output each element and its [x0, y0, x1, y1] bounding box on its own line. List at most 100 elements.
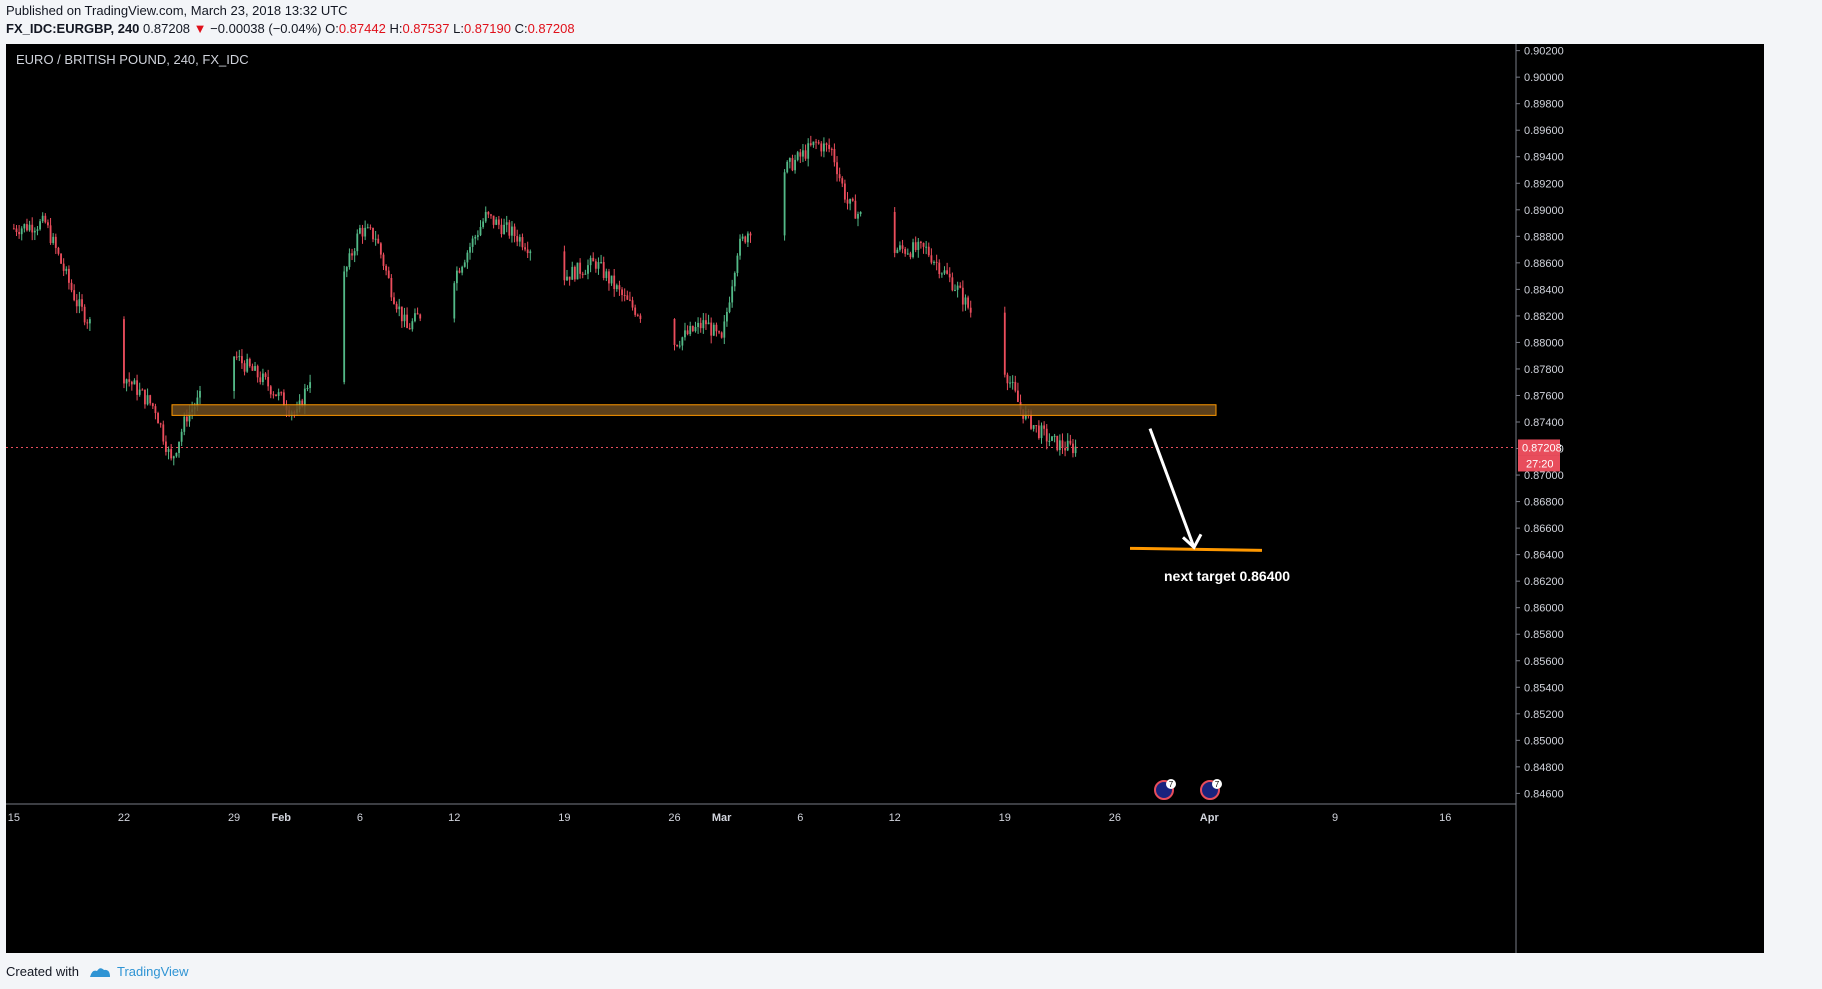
price-tick-label: 0.90200	[1524, 46, 1564, 58]
candle-body	[345, 267, 348, 272]
candle-body	[584, 273, 587, 275]
price-tick-label: 0.89000	[1524, 205, 1564, 217]
candle-body	[57, 247, 60, 254]
candle-body	[280, 392, 283, 394]
tradingview-logo-icon[interactable]	[88, 965, 112, 979]
footer: Created with TradingView	[0, 953, 1822, 989]
open-label: O:	[325, 21, 339, 36]
candle-body	[859, 211, 862, 214]
candle-body	[629, 299, 631, 301]
candle-body	[390, 277, 393, 298]
candle-body	[631, 300, 634, 308]
created-with-label: Created with	[6, 964, 79, 979]
candle-body	[922, 242, 925, 247]
candle-body	[938, 262, 941, 274]
tradingview-brand-link[interactable]: TradingView	[117, 964, 189, 979]
time-axis[interactable]: 15 22 29 Feb 6 12 19 26 Mar 6 12 19 26 Apr 9 16	[8, 812, 1452, 824]
candle-body	[484, 211, 487, 222]
candle-body	[490, 214, 492, 216]
candle-body	[917, 241, 920, 250]
time-tick-label: 22	[118, 812, 130, 824]
candle-body	[673, 318, 676, 345]
time-tick-label: 19	[558, 812, 570, 824]
candle-body	[830, 148, 833, 150]
candle-body	[146, 395, 149, 405]
candle-body	[20, 228, 23, 235]
candle-body	[243, 363, 246, 372]
candle-body	[479, 227, 482, 236]
price-change: −0.00038 (−0.04%)	[210, 21, 322, 36]
candle-body	[62, 263, 65, 271]
candle-body	[524, 247, 526, 250]
candle-body	[136, 380, 138, 395]
candle-body	[49, 225, 52, 244]
candle-body	[904, 248, 907, 254]
price-axis[interactable]: 0.90200 0.90000 0.89800 0.89600 0.89400 0.892…	[1516, 46, 1564, 801]
candle-body	[529, 251, 532, 254]
time-tick-label: 16	[1439, 812, 1451, 824]
resistance-zone[interactable]	[171, 404, 1217, 416]
chart-panel[interactable]: next target 0.86400 0.90200 0.90000 0.8980…	[6, 44, 1764, 953]
candle-body	[52, 236, 55, 244]
change-down-icon: ▼	[193, 21, 207, 36]
candle-body	[235, 356, 238, 358]
candle-body	[256, 366, 259, 378]
price-tag-text: 0.87208	[1522, 442, 1562, 454]
candle-body	[1014, 381, 1017, 391]
candle-body	[474, 236, 477, 239]
candle-body	[309, 382, 312, 388]
target-line[interactable]	[1129, 546, 1263, 552]
candle-body	[264, 373, 267, 377]
candle-body	[822, 143, 825, 152]
candle-body	[686, 330, 689, 335]
symbol-label[interactable]: FX_IDC:EURGBP, 240	[6, 21, 140, 36]
candle-body	[731, 286, 734, 303]
candle-body	[353, 251, 356, 256]
candle-body	[18, 231, 21, 235]
candle-body	[382, 254, 385, 266]
candle-body	[471, 238, 474, 247]
candle-body	[238, 356, 241, 358]
price-tick-label: 0.85000	[1524, 735, 1564, 747]
candle-body	[618, 285, 621, 290]
down-arrow-icon[interactable]	[1148, 428, 1196, 548]
candle-body	[838, 174, 841, 179]
candle-body	[741, 236, 744, 239]
candle-body	[1072, 443, 1074, 454]
candle-body	[705, 320, 707, 325]
candle-body	[511, 226, 513, 236]
candle-body	[799, 152, 802, 157]
published-note: Published on TradingView.com, March 23, …	[6, 3, 348, 18]
candle-body	[896, 249, 899, 253]
candle-body	[857, 213, 859, 219]
candle-body	[600, 262, 603, 264]
candle-body	[503, 224, 506, 235]
candle-body	[712, 324, 715, 336]
candlestick-chart[interactable]: next target 0.86400 0.90200 0.90000 0.8980…	[6, 44, 1764, 953]
time-tick-label: 15	[8, 812, 20, 824]
time-tick-label: Feb	[271, 812, 291, 824]
candle-body	[267, 376, 270, 387]
candle-body	[1016, 390, 1019, 402]
candle-body	[400, 306, 403, 322]
target-annotation[interactable]: next target 0.86400	[1164, 568, 1290, 584]
candle-body	[796, 152, 799, 160]
candle-body	[482, 221, 485, 228]
candle-body	[86, 322, 89, 324]
candle-body	[26, 224, 28, 231]
candle-body	[277, 392, 280, 396]
candle-body	[259, 377, 262, 383]
candle-body	[694, 326, 697, 332]
candle-body	[615, 285, 618, 290]
candle-body	[623, 295, 626, 297]
candle-body	[786, 161, 789, 173]
candle-body	[65, 268, 68, 271]
price-tick-label: 0.89600	[1524, 125, 1564, 137]
candle-body	[1064, 448, 1067, 451]
candle-body	[123, 319, 125, 384]
candle-body	[702, 320, 705, 329]
price-tick-label: 0.86000	[1524, 603, 1564, 615]
candle-body	[369, 227, 372, 229]
candle-body	[162, 424, 165, 442]
